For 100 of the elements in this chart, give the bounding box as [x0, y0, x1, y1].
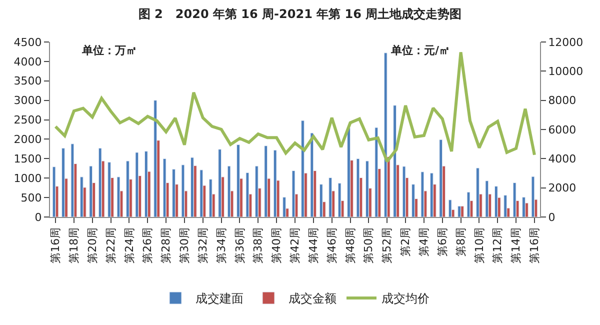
y2-tick-label: 6000: [548, 123, 576, 136]
y-tick-label: 4500: [14, 36, 42, 49]
x-tick-label: 第24周: [122, 227, 136, 264]
y-tick-label: 2500: [14, 114, 42, 127]
x-tick-label: 第48周: [344, 227, 357, 264]
bar: [162, 158, 166, 217]
bar: [70, 144, 74, 217]
bar: [208, 179, 212, 217]
bar: [126, 160, 130, 217]
bar: [52, 166, 56, 217]
bar: [108, 162, 111, 217]
bar: [384, 52, 388, 217]
bar: [236, 144, 240, 217]
x-tick-label: 第12周: [491, 227, 504, 264]
bar: [80, 176, 84, 217]
x-tick-label: 第30周: [178, 227, 192, 264]
bar: [154, 100, 158, 217]
annotation: 单位：元/㎡: [390, 44, 450, 57]
bar: [531, 176, 535, 217]
x-tick-label: 第4周: [418, 227, 431, 256]
bar: [273, 150, 277, 217]
bar: [338, 182, 342, 217]
bar: [246, 172, 250, 217]
bar: [190, 157, 194, 217]
bar: [430, 172, 434, 217]
bar: [356, 158, 360, 217]
bar: [420, 172, 424, 217]
bar: [512, 182, 516, 217]
x-tick-label: 第16周: [49, 227, 62, 264]
bar: [393, 105, 396, 217]
y2-tick-label: 8000: [548, 94, 576, 108]
bar: [347, 128, 350, 217]
x-tick-label: 第16周: [528, 227, 542, 264]
y2-tick-label: 2000: [548, 182, 576, 195]
bar: [402, 166, 406, 217]
bar: [135, 152, 139, 217]
bar: [172, 168, 176, 217]
bar: [218, 149, 222, 217]
bar: [181, 164, 185, 217]
x-tick-label: 第34周: [214, 227, 228, 264]
bar: [98, 148, 102, 217]
y-tick-label: 4000: [14, 55, 42, 68]
chart-title: 图 2 2020 年第 16 周-2021 年第 16 周土地成交走势图: [138, 7, 462, 22]
bar: [264, 146, 268, 217]
x-tick-label: 第52周: [380, 227, 394, 264]
bar: [504, 194, 508, 217]
x-tick-label: 第20周: [86, 227, 99, 264]
y2-tick-label: 10000: [548, 65, 584, 78]
x-tick-label: 第10周: [472, 227, 486, 264]
bar: [319, 184, 323, 217]
legend-label: 成交建面: [196, 292, 244, 306]
bar: [522, 196, 526, 217]
bar: [412, 184, 415, 217]
bar: [310, 132, 314, 217]
bar: [227, 166, 231, 217]
bar: [89, 166, 93, 217]
bar: [200, 170, 204, 217]
legend-label: 成交均价: [382, 292, 430, 306]
bar: [485, 180, 489, 217]
x-tick-label: 第40周: [270, 227, 284, 264]
x-tick-label: 第2周: [399, 227, 412, 256]
bar: [301, 120, 304, 217]
y-tick-label: 1000: [14, 172, 42, 185]
x-tick-label: 第22周: [104, 227, 118, 264]
y-tick-label: 3000: [14, 94, 42, 108]
y2-tick-label: 4000: [548, 152, 576, 166]
bar: [439, 139, 443, 217]
x-tick-label: 第28周: [160, 227, 173, 264]
y2-tick-label: 12000: [548, 36, 584, 49]
x-tick-label: 第44周: [306, 227, 320, 264]
x-tick-label: 第18周: [68, 227, 81, 264]
y-tick-label: 500: [20, 191, 42, 204]
x-tick-label: 第8周: [454, 227, 468, 256]
bar: [328, 177, 332, 217]
bar: [144, 151, 148, 217]
y2-tick-label: 0: [548, 210, 556, 224]
bar: [366, 160, 369, 217]
bar: [254, 166, 258, 217]
x-tick-label: 第46周: [325, 227, 338, 264]
x-tick-label: 第38周: [252, 227, 265, 264]
legend-label: 成交金额: [288, 292, 336, 306]
x-tick-label: 第26周: [141, 227, 154, 264]
x-tick-label: 第50周: [362, 227, 376, 264]
bar: [460, 206, 464, 217]
x-tick-label: 第36周: [233, 227, 246, 264]
y-tick-label: 2000: [14, 133, 42, 146]
x-tick-label: 第6周: [436, 227, 449, 256]
bar: [476, 168, 480, 217]
bar: [448, 200, 452, 217]
bar: [494, 186, 498, 217]
bar: [374, 127, 378, 217]
x-tick-label: 第42周: [288, 227, 302, 264]
y-tick-label: 1500: [14, 152, 42, 166]
y-tick-label: 3500: [14, 74, 42, 88]
y-tick-label: 0: [34, 210, 42, 224]
bar: [62, 148, 65, 217]
x-tick-label: 第14周: [510, 227, 523, 264]
x-tick-label: 第32周: [196, 227, 210, 264]
bar: [282, 196, 286, 217]
annotation: 单位：万㎡: [81, 44, 137, 57]
